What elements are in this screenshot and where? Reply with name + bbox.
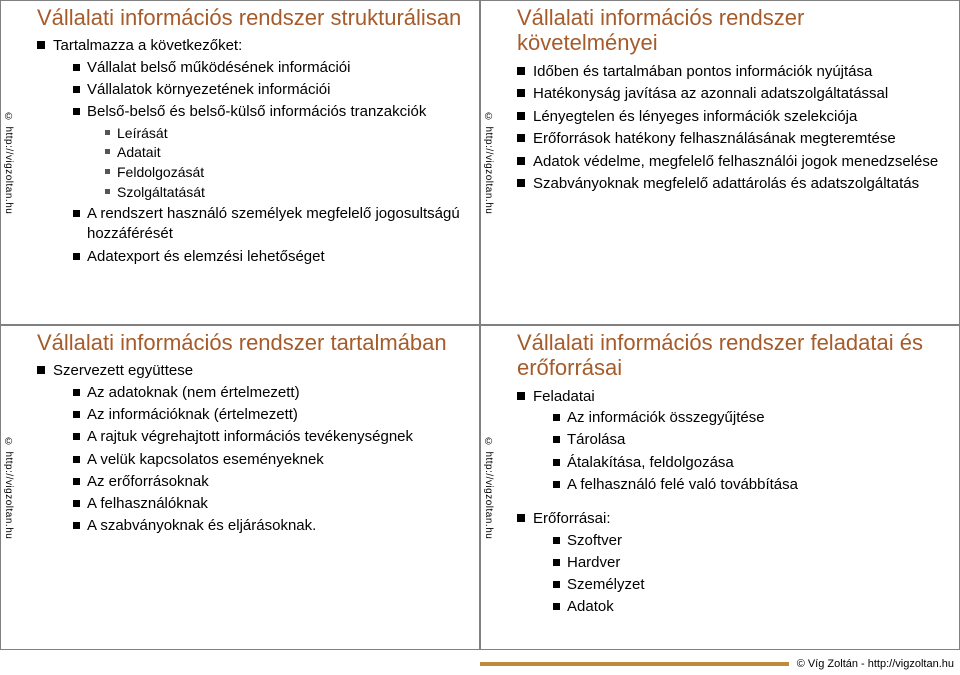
- list-item: Adatok: [553, 597, 945, 617]
- list-item: A felhasználó felé való továbbítása: [553, 475, 945, 495]
- list-item: Leírását: [105, 124, 465, 143]
- panel-bottom-left: © http://vigzoltan.hu Vállalati informác…: [0, 325, 480, 650]
- bullet-text: Szervezett együttese: [53, 362, 193, 379]
- panel-title: Vállalati információs rendszer követelmé…: [517, 5, 945, 56]
- list-item: A velük kapcsolatos eseményeknek: [73, 450, 465, 470]
- list-item: Adatexport és elemzési lehetőséget: [73, 247, 465, 267]
- list-item: Az adatoknak (nem értelmezett): [73, 383, 465, 403]
- list-item: Az információknak (értelmezett): [73, 405, 465, 425]
- bullet-text: Belső-belső és belső-külső információs t…: [87, 103, 426, 120]
- list-item: Tartalmazza a következőket: Vállalat bel…: [37, 36, 465, 267]
- panel-title: Vállalati információs rendszer strukturá…: [37, 5, 465, 30]
- footer-accent-line: [480, 662, 789, 666]
- list-item: Személyzet: [553, 575, 945, 595]
- list-item: A rendszert használó személyek megfelelő…: [73, 204, 465, 245]
- spacer: [517, 498, 945, 506]
- list-item: A rajtuk végrehajtott információs tevéke…: [73, 427, 465, 447]
- list-item: Vállalat belső működésének információi: [73, 58, 465, 78]
- sidebar-copyright: © http://vigzoltan.hu: [483, 111, 494, 214]
- list-item: Tárolása: [553, 430, 945, 450]
- panel-title: Vállalati információs rendszer feladatai…: [517, 330, 945, 381]
- footer-copyright: © Víg Zoltán - http://vigzoltan.hu: [797, 658, 960, 670]
- list-item: Hardver: [553, 553, 945, 573]
- bullet-text: Tartalmazza a következőket:: [53, 37, 242, 54]
- list-item: Adatok védelme, megfelelő felhasználói j…: [517, 152, 945, 172]
- list-item: Lényegtelen és lényeges információk szel…: [517, 107, 945, 127]
- list-item: Hatékonyság javítása az azonnali adatszo…: [517, 84, 945, 104]
- footer-bar: © Víg Zoltán - http://vigzoltan.hu: [480, 653, 960, 675]
- panel-top-right: © http://vigzoltan.hu Vállalati informác…: [480, 0, 960, 325]
- bullet-text: Erőforrásai:: [533, 510, 611, 527]
- list-item: Szolgáltatását: [105, 183, 465, 202]
- panel-bottom-right: © http://vigzoltan.hu Vállalati informác…: [480, 325, 960, 650]
- list-item: Szervezett együttese Az adatoknak (nem é…: [37, 361, 465, 536]
- list-item: Feldolgozását: [105, 163, 465, 182]
- bullet-text: Feladatai: [533, 388, 595, 405]
- list-item: Adatait: [105, 143, 465, 162]
- list-item: Belső-belső és belső-külső információs t…: [73, 102, 465, 202]
- list-item: Feladatai Az információk összegyűjtése T…: [517, 387, 945, 496]
- slides-grid: © http://vigzoltan.hu Vállalati informác…: [0, 0, 960, 650]
- list-item: Időben és tartalmában pontos információk…: [517, 62, 945, 82]
- list-item: A szabványoknak és eljárásoknak.: [73, 516, 465, 536]
- list-item: Az információk összegyűjtése: [553, 408, 945, 428]
- list-item: Átalakítása, feldolgozása: [553, 453, 945, 473]
- list-item: Erőforrásai: Szoftver Hardver Személyzet…: [517, 509, 945, 618]
- list-item: Szabványoknak megfelelő adattárolás és a…: [517, 174, 945, 194]
- list-item: Az erőforrásoknak: [73, 472, 465, 492]
- panel-title: Vállalati információs rendszer tartalmáb…: [37, 330, 465, 355]
- list-item: Vállalatok környezetének információi: [73, 80, 465, 100]
- list-item: Szoftver: [553, 531, 945, 551]
- sidebar-copyright: © http://vigzoltan.hu: [3, 111, 14, 214]
- panel-top-left: © http://vigzoltan.hu Vállalati informác…: [0, 0, 480, 325]
- sidebar-copyright: © http://vigzoltan.hu: [483, 436, 494, 539]
- sidebar-copyright: © http://vigzoltan.hu: [3, 436, 14, 539]
- list-item: A felhasználóknak: [73, 494, 465, 514]
- list-item: Erőforrások hatékony felhasználásának me…: [517, 129, 945, 149]
